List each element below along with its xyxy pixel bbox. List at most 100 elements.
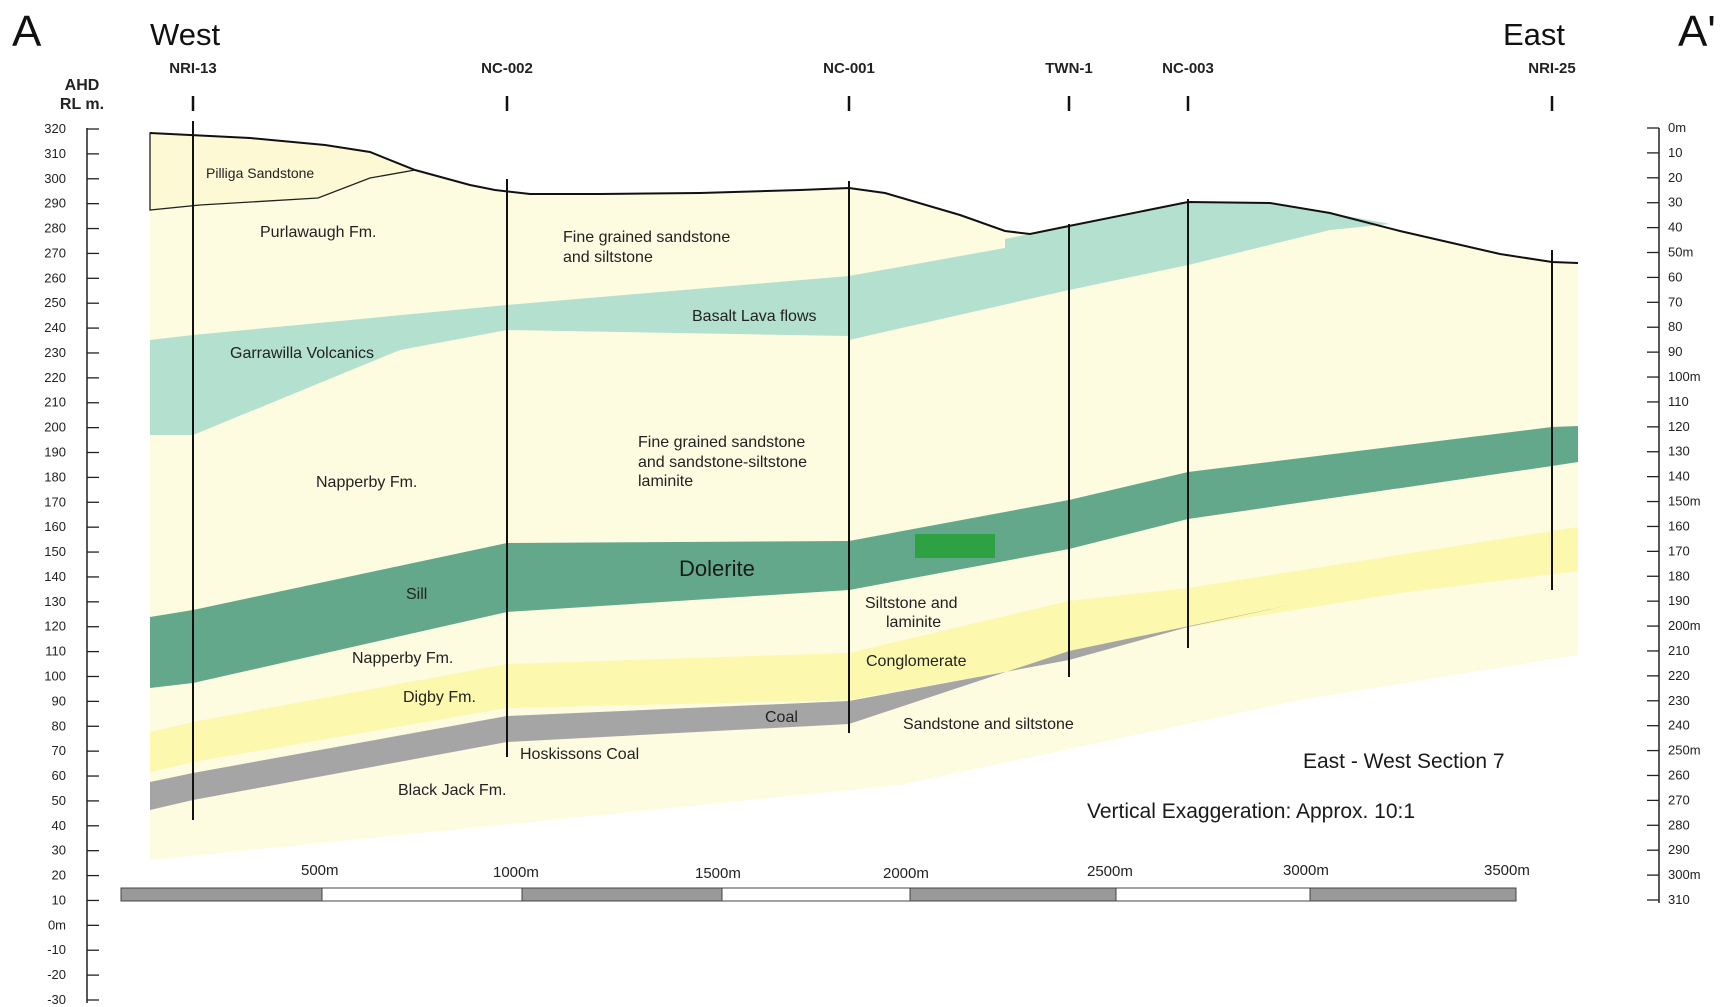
dolerite-sill-layer: [150, 426, 1578, 688]
label-fine-grained-1-line1: Fine grained sandstone: [563, 229, 730, 246]
scale-bar-segment: [120, 887, 323, 902]
right-axis-tick-label: 240: [1668, 718, 1690, 733]
right-axis-tick-label: 300m: [1668, 867, 1701, 882]
well-name-nri-13: NRI-13: [169, 60, 217, 77]
scale-label: 2500m: [1087, 863, 1133, 880]
right-axis-tick-label: 50m: [1668, 245, 1693, 260]
left-axis-tick-label: 200: [44, 420, 66, 435]
right-axis-tick-label: 150m: [1668, 494, 1701, 509]
left-axis-tick-label: 90: [52, 693, 66, 708]
left-axis-tick-label: 20: [52, 868, 66, 883]
left-axis-tick-label: 250: [44, 295, 66, 310]
label-purlawaugh: Purlawaugh Fm.: [260, 224, 377, 241]
right-axis-tick-label: 110: [1668, 394, 1689, 409]
east-label: East: [1503, 17, 1565, 52]
left-axis-tick-label: 290: [44, 196, 66, 211]
right-axis-tick-label: 260: [1668, 767, 1690, 782]
left-axis-tick-label: 150: [44, 544, 66, 559]
well-collar-markers: [191, 96, 1554, 111]
scale-label: 3500m: [1484, 862, 1530, 879]
label-hoskissons-coal: Hoskissons Coal: [520, 746, 639, 763]
left-axis-tick-label: 30: [52, 843, 66, 858]
right-axis-tick-label: 140: [1668, 469, 1690, 484]
right-axis-tick-label: 210: [1668, 643, 1690, 658]
right-axis-tick-label: 280: [1668, 817, 1690, 832]
well-columns: [192, 121, 1553, 820]
label-napperby-upper: Napperby Fm.: [316, 474, 417, 491]
right-axis-tick-label: 220: [1668, 668, 1690, 683]
scale-bar-segment: [321, 887, 523, 902]
well-name-nri-25: NRI-25: [1528, 60, 1576, 77]
label-fine-grained-2-line2: and sandstone-siltstone: [638, 454, 807, 471]
scale-bar-segment: [1115, 887, 1311, 902]
left-axis-title-line2: RL m.: [60, 96, 104, 113]
right-axis-tick-label: 90: [1668, 344, 1682, 359]
unit-labels: Pilliga Sandstone Purlawaugh Fm. Fine gr…: [206, 165, 1074, 799]
conglomerate-digby-layer: [150, 527, 1578, 772]
west-label: West: [150, 17, 220, 52]
left-axis-tick-label: -20: [47, 967, 66, 982]
scale-label: 2000m: [883, 865, 929, 882]
scale-bar-segment: [721, 887, 911, 902]
scale-bar-segment: [1309, 887, 1517, 902]
left-axis-tick-label: 210: [44, 395, 66, 410]
right-axis-tick-label: 40: [1668, 220, 1682, 235]
right-axis-tick-label: 190: [1668, 593, 1690, 608]
right-axis-tick-label: 130: [1668, 444, 1690, 459]
well-name-nc-001: NC-001: [823, 60, 875, 77]
left-axis-tick-label: 60: [52, 768, 66, 783]
right-axis-tick-label: 100m: [1668, 369, 1701, 384]
label-siltstone-line2: laminite: [886, 614, 941, 631]
right-axis-tick-label: 10: [1668, 145, 1682, 160]
right-axis-tick-label: 120: [1668, 419, 1690, 434]
basalt-lava-flows-layer: [150, 202, 1390, 435]
scale-label: 1500m: [695, 865, 741, 882]
label-fine-grained-2-line3: laminite: [638, 473, 693, 490]
section-start-label: A: [12, 7, 42, 56]
right-axis-tick-label: 230: [1668, 693, 1690, 708]
left-axis-tick-label: 280: [44, 221, 66, 236]
left-axis-tick-label: 140: [44, 569, 66, 584]
right-axis-tick-label: 170: [1668, 543, 1690, 558]
left-axis-tick-label: 230: [44, 345, 66, 360]
label-sill: Sill: [406, 586, 427, 603]
right-axis-tick-label: 0m: [1668, 120, 1686, 135]
label-basalt-lava-flows: Basalt Lava flows: [692, 308, 817, 325]
vertical-exaggeration-note: Vertical Exaggeration: Approx. 10:1: [1087, 800, 1415, 823]
scale-bar-segment: [521, 887, 723, 902]
left-axis-tick-label: 270: [44, 245, 66, 260]
left-axis-tick-label: 320: [44, 121, 66, 136]
label-napperby-lower: Napperby Fm.: [352, 650, 453, 667]
right-axis-ticks: 0m 10 20 30 40 50m 60 70 80 90 100m 110 120 130 140 150…: [1647, 120, 1701, 907]
right-axis-tick-label: 250m: [1668, 743, 1701, 758]
ground-surface-line: [149, 132, 1579, 264]
right-axis-tick-label: 160: [1668, 518, 1690, 533]
left-axis-tick-label: -30: [47, 992, 66, 1007]
section-title: East - West Section 7: [1303, 750, 1505, 773]
right-axis-tick-label: 30: [1668, 195, 1682, 210]
left-axis-tick-label: 70: [52, 743, 66, 758]
well-name-twn-1: TWN-1: [1045, 60, 1093, 77]
well-name-nc-002: NC-002: [481, 60, 533, 77]
left-axis-tick-label: 120: [44, 619, 66, 634]
left-axis-tick-label: 190: [44, 445, 66, 460]
left-axis-tick-label: -10: [47, 942, 66, 957]
right-axis-tick-label: 290: [1668, 842, 1690, 857]
right-axis-tick-label: 60: [1668, 269, 1682, 284]
right-axis-tick-label: 310: [1668, 892, 1690, 907]
right-axis-tick-label: 80: [1668, 319, 1682, 334]
left-axis-tick-label: 180: [44, 469, 66, 484]
left-axis-tick-label: 220: [44, 370, 66, 385]
scale-label: 3000m: [1283, 862, 1329, 879]
label-fine-grained-2-line1: Fine grained sandstone: [638, 434, 805, 451]
label-conglomerate: Conglomerate: [866, 653, 967, 670]
label-fine-grained-1-line2: and siltstone: [563, 249, 653, 266]
label-sandstone-siltstone: Sandstone and siltstone: [903, 716, 1074, 733]
scale-bar: 500m 1000m 1500m 2000m 2500m 3000m 3500m: [120, 862, 1530, 902]
left-axis-tick-label: 110: [45, 644, 66, 659]
right-axis-tick-label: 20: [1668, 170, 1682, 185]
label-digby: Digby Fm.: [403, 689, 476, 706]
section-end-label: A': [1678, 7, 1716, 56]
left-axis-tick-label: 100: [44, 668, 66, 683]
left-axis-tick-label: 40: [52, 818, 66, 833]
